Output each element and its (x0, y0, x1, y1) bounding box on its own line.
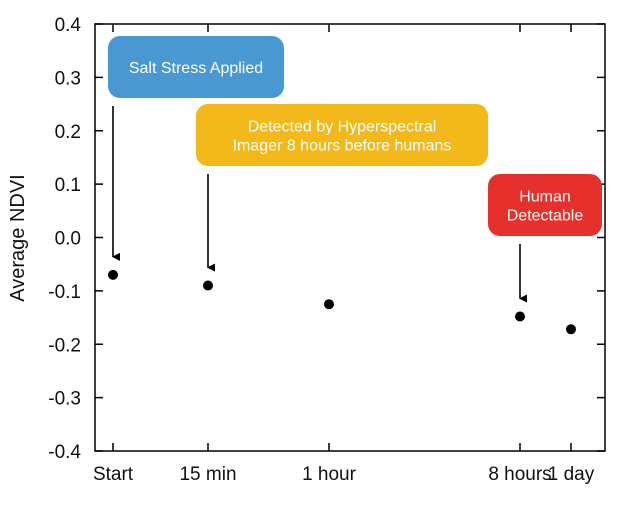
annotation-text: Detectable (507, 208, 584, 225)
annotation-box (196, 104, 488, 166)
data-point-15-min (203, 280, 213, 291)
y-axis-title: Average NDVI (7, 174, 29, 301)
annotation-text: Human (519, 189, 571, 206)
x-tick-label: Start (93, 464, 134, 485)
y-tick-label: -0.3 (48, 389, 81, 410)
data-point-1-hour (324, 299, 334, 310)
y-tick-label: 0.2 (55, 122, 81, 143)
data-point-1-day (566, 324, 576, 335)
annotation-box (488, 174, 602, 236)
annotation-3: Human Detectable (488, 174, 602, 303)
annotation-1: Salt Stress Applied (108, 36, 284, 261)
x-tick-label: 15 min (179, 464, 236, 485)
data-point-8-hours (515, 311, 525, 322)
data-point-start (108, 269, 118, 280)
y-tick-label: 0.4 (55, 15, 82, 36)
y-tick-label: -0.4 (48, 442, 81, 463)
y-tick-label: 0.1 (55, 175, 81, 196)
annotation-2: Detected by Hyperspectral Imager 8 hours … (196, 104, 488, 272)
annotation-text: Imager 8 hours before humans (233, 138, 452, 155)
annotation-box (108, 36, 284, 98)
x-tick-label: 1 day (548, 464, 595, 485)
data-points (108, 269, 576, 335)
y-tick-label: 0.3 (55, 68, 81, 89)
annotation-text: Salt Stress Applied (129, 60, 263, 77)
annotation-text: Detected by Hyperspectral (248, 119, 437, 136)
y-axis-ticks: 0.4 0.3 0.2 0.1 0.0 -0.1 -0.2 -0.3 -0.4 (48, 15, 605, 463)
annotations: Salt Stress Applied Detected by Hyperspec… (108, 36, 602, 303)
y-tick-label: -0.1 (48, 282, 81, 303)
x-tick-label: 1 hour (302, 464, 357, 485)
y-tick-label: 0.0 (55, 229, 81, 250)
x-tick-label: 8 hours (488, 464, 551, 485)
y-tick-label: -0.2 (48, 335, 81, 356)
